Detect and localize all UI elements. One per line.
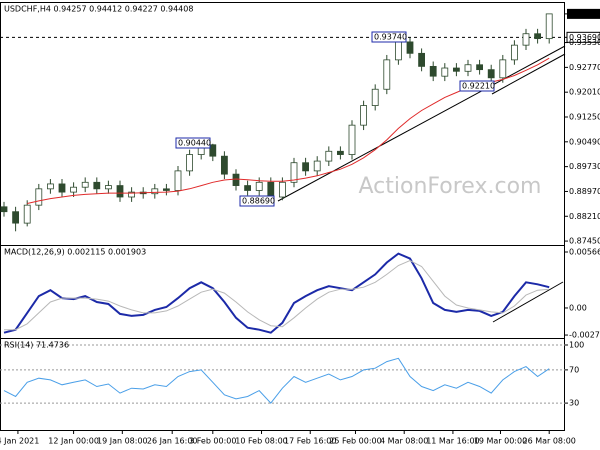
candle-body — [186, 154, 194, 172]
trend-line — [277, 45, 566, 202]
panel-title: MACD(12,26,9) 0.002115 0.001903 — [4, 248, 146, 257]
x-tick-label: 3 Feb 00:00 — [189, 437, 236, 446]
candle-body — [464, 64, 472, 72]
y-tick-label: 0.93530 — [569, 38, 600, 47]
candle-body — [174, 170, 182, 191]
annotation-box — [459, 80, 495, 92]
y-tick-label: 0.92770 — [569, 63, 600, 72]
candle-body — [290, 162, 298, 183]
annotation-box — [175, 137, 211, 149]
candle-body — [545, 13, 553, 40]
annotation: 0.92210 — [462, 82, 495, 91]
y-tick-label: 0.93690 — [569, 33, 600, 42]
candle-body — [116, 185, 124, 198]
x-tick-label: 4 Mar 08:00 — [380, 437, 428, 446]
candle-body — [441, 67, 449, 77]
y-tick-label: 70 — [569, 365, 579, 374]
candle-body — [383, 59, 391, 90]
x-tick-label: 25 Feb 00:00 — [329, 437, 381, 446]
candle-body — [81, 181, 89, 188]
y-tick-label: 0.94408 — [569, 9, 600, 18]
trend-line — [491, 53, 566, 95]
candle-body — [336, 150, 344, 155]
candle-body — [452, 67, 460, 72]
candle-body — [128, 191, 136, 198]
candle-body — [499, 59, 507, 79]
x-tick-label: 26 Jan 16:00 — [147, 437, 198, 446]
candle-body — [244, 185, 252, 191]
x-tick-label: 19 Jan 08:00 — [97, 437, 148, 446]
candle-body — [47, 183, 54, 190]
candle-body — [313, 160, 321, 172]
x-tick-label: 12 Jan 00:00 — [48, 437, 99, 446]
candle-body — [325, 150, 333, 162]
annotation-box — [239, 195, 275, 207]
candle-body — [394, 41, 402, 61]
x-tick-label: 26 Mar 08:00 — [522, 437, 575, 446]
x-tick-label: 19 Mar 00:00 — [474, 437, 527, 446]
y-tick-label: 0.90490 — [569, 137, 600, 146]
candle-body — [406, 41, 414, 54]
candle-body — [105, 185, 112, 190]
x-tick-label: 17 Feb 16:00 — [284, 437, 336, 446]
panel-frame — [0, 338, 565, 431]
candle-body — [534, 33, 541, 40]
x-tick-label: 11 Mar 16:00 — [426, 437, 479, 446]
annotation: 0.93740 — [374, 33, 407, 42]
candle-body — [255, 181, 263, 191]
candle-body — [522, 33, 530, 46]
annotation: 0.90440 — [178, 139, 211, 148]
candle-body — [151, 188, 159, 195]
y-tick-label: 0.92010 — [569, 88, 600, 97]
watermark: ActionForex.com — [359, 174, 542, 199]
candle-body — [302, 162, 310, 172]
x-tick-label: 4 Jan 2021 — [0, 437, 39, 446]
series-line — [3, 357, 550, 404]
candle-body — [487, 69, 495, 79]
candle-body — [278, 181, 286, 198]
annotation: 0.88690 — [242, 197, 275, 206]
series-line — [4, 259, 550, 331]
series-line — [3, 252, 550, 334]
candle-body — [209, 144, 217, 157]
y-tick-label: 0.89730 — [569, 162, 600, 171]
candle-body — [360, 105, 368, 126]
candle-body — [371, 88, 379, 106]
candle-body — [220, 155, 228, 175]
candle-body — [93, 181, 101, 190]
y-tick-label: 30 — [569, 399, 579, 408]
x-tick-label: 10 Feb 08:00 — [235, 437, 287, 446]
candle-body — [58, 183, 66, 193]
price-box — [566, 31, 600, 43]
trend-line — [492, 281, 564, 323]
price-box — [567, 8, 600, 19]
candle-body — [418, 52, 426, 67]
y-tick-label: 0.88970 — [569, 187, 600, 196]
y-tick-label: 100 — [569, 340, 584, 349]
annotation-box — [371, 31, 407, 43]
candle-body — [510, 44, 518, 61]
candle-body — [476, 64, 484, 71]
candle-body — [12, 211, 20, 224]
candle-body — [70, 186, 77, 193]
panel-title: USDCHF,H4 0.94257 0.94412 0.94227 0.9440… — [4, 5, 193, 14]
y-tick-label: 0.87450 — [569, 237, 600, 246]
y-tick-label: -0.002741 — [569, 331, 600, 340]
candle-body — [429, 65, 437, 77]
candle-body — [0, 206, 8, 213]
candle-body — [232, 173, 240, 186]
y-tick-label: 0.005666 — [569, 247, 600, 256]
candle-body — [23, 204, 31, 224]
y-tick-label: 0.00 — [569, 303, 587, 312]
candle-body — [35, 188, 43, 206]
panel-title: RSI(14) 71.4736 — [4, 341, 69, 350]
y-tick-label: 0.91250 — [569, 113, 600, 122]
y-tick-label: 0.88210 — [569, 212, 600, 221]
candle-body — [267, 181, 275, 198]
candle-body — [348, 124, 356, 155]
candle-body — [162, 188, 170, 191]
